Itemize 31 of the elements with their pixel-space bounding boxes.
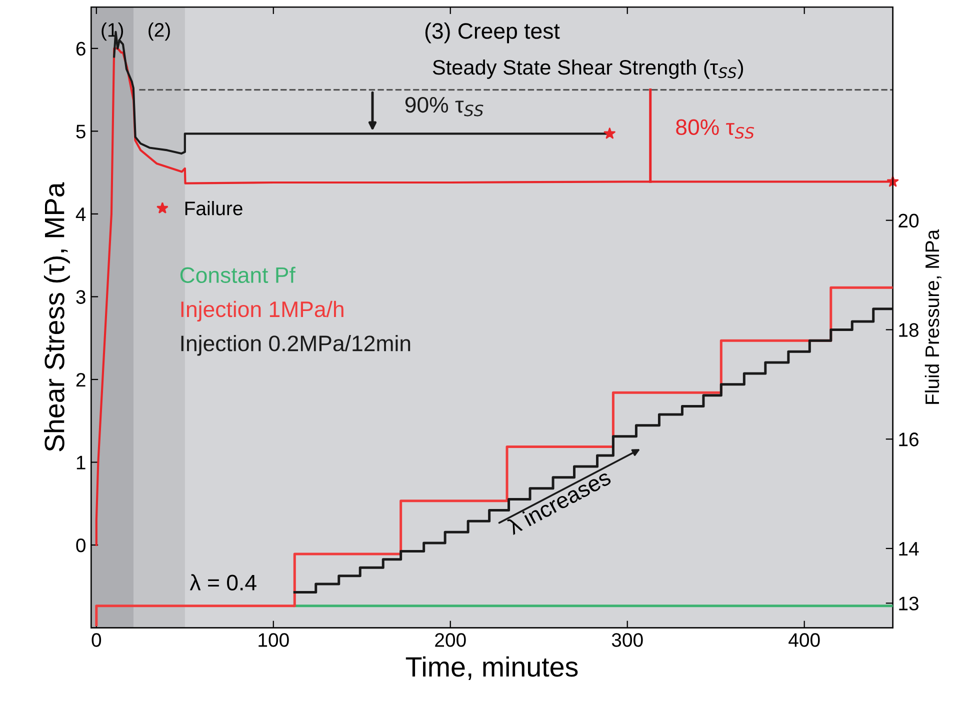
text: Constant Pf <box>180 266 296 284</box>
y-tick-label: 5 <box>76 124 86 138</box>
y-tick-label: 4 <box>76 208 86 221</box>
y-tick-label: 6 <box>76 42 86 56</box>
annotation: (3) Creep test <box>425 22 560 44</box>
x-tick-label: 0 <box>92 633 102 647</box>
annotation: 80% τ$_{SS}$ <box>676 119 754 139</box>
text: Injection 1MPa/h <box>181 300 344 322</box>
y-tick-label: 1 <box>76 456 86 470</box>
band-label: (1) <box>102 22 124 41</box>
ref-line-label: Steady State Shear Strength (τ$_{SS}$) <box>432 59 744 79</box>
x-tick-label: 400 <box>788 633 820 647</box>
y2-tick-label: 16 <box>899 432 918 446</box>
y2-axis-title: Fluid Pressure, MPa <box>924 229 942 404</box>
band-label: (2) <box>148 22 170 41</box>
y2-tick-label: 14 <box>899 542 919 556</box>
x-axis-title: Time, minutes <box>406 656 578 680</box>
y2-tick-label: 13 <box>899 596 918 610</box>
x-tick-label: 100 <box>258 633 289 647</box>
x-tick-label: 200 <box>435 633 466 647</box>
y2-tick-label: 18 <box>899 323 918 337</box>
text: Injection 0.2MPa/12min <box>181 334 410 356</box>
y2-tick-label: 20 <box>898 214 919 228</box>
legend-label: Failure <box>185 201 242 216</box>
x-tick-label: 300 <box>612 633 643 647</box>
y-tick-label: 0 <box>76 538 86 552</box>
y-axis-title: Shear Stress (τ), MPa <box>44 182 70 452</box>
annotation: 90% τ$_{SS}$ <box>405 96 484 116</box>
annotation: λ = 0.4 <box>190 574 256 590</box>
y-tick-label: 3 <box>76 290 86 304</box>
y-tick-label: 2 <box>76 372 86 387</box>
